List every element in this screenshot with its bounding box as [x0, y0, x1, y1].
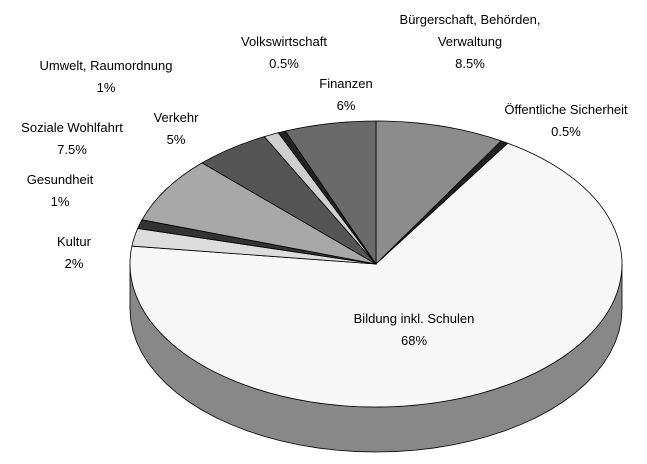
- value-label: 6%: [337, 98, 356, 113]
- slice: [141, 162, 377, 265]
- slice-label: Umwelt, Raumordnung: [40, 58, 173, 73]
- slice-label: Kultur: [57, 234, 92, 249]
- slice-label: Finanzen: [319, 76, 372, 91]
- value-label: 1%: [97, 80, 116, 95]
- value-label: 0.5%: [551, 124, 581, 139]
- slice-label: Gesundheit: [27, 172, 94, 187]
- slice-label: Öffentliche Sicherheit: [504, 102, 628, 117]
- slice: [284, 120, 377, 266]
- slice: [129, 142, 623, 408]
- value-label: 7.5%: [57, 142, 87, 157]
- value-label: 68%: [401, 333, 427, 348]
- value-label: 0.5%: [269, 56, 299, 71]
- slice: [375, 120, 502, 265]
- slice-label: Bürgerschaft, Behörden, Verwaltung: [400, 12, 541, 49]
- value-label: 5%: [167, 132, 186, 147]
- slice-label: Verkehr: [154, 110, 199, 125]
- slice-label: Bildung inkl. Schulen: [354, 311, 475, 326]
- value-label: 1%: [51, 194, 70, 209]
- slice-label: Volkswirtschaft: [241, 34, 327, 49]
- value-label: 2%: [65, 256, 84, 271]
- slice-label: Soziale Wohlfahrt: [21, 120, 123, 135]
- value-label: 8.5%: [455, 56, 485, 71]
